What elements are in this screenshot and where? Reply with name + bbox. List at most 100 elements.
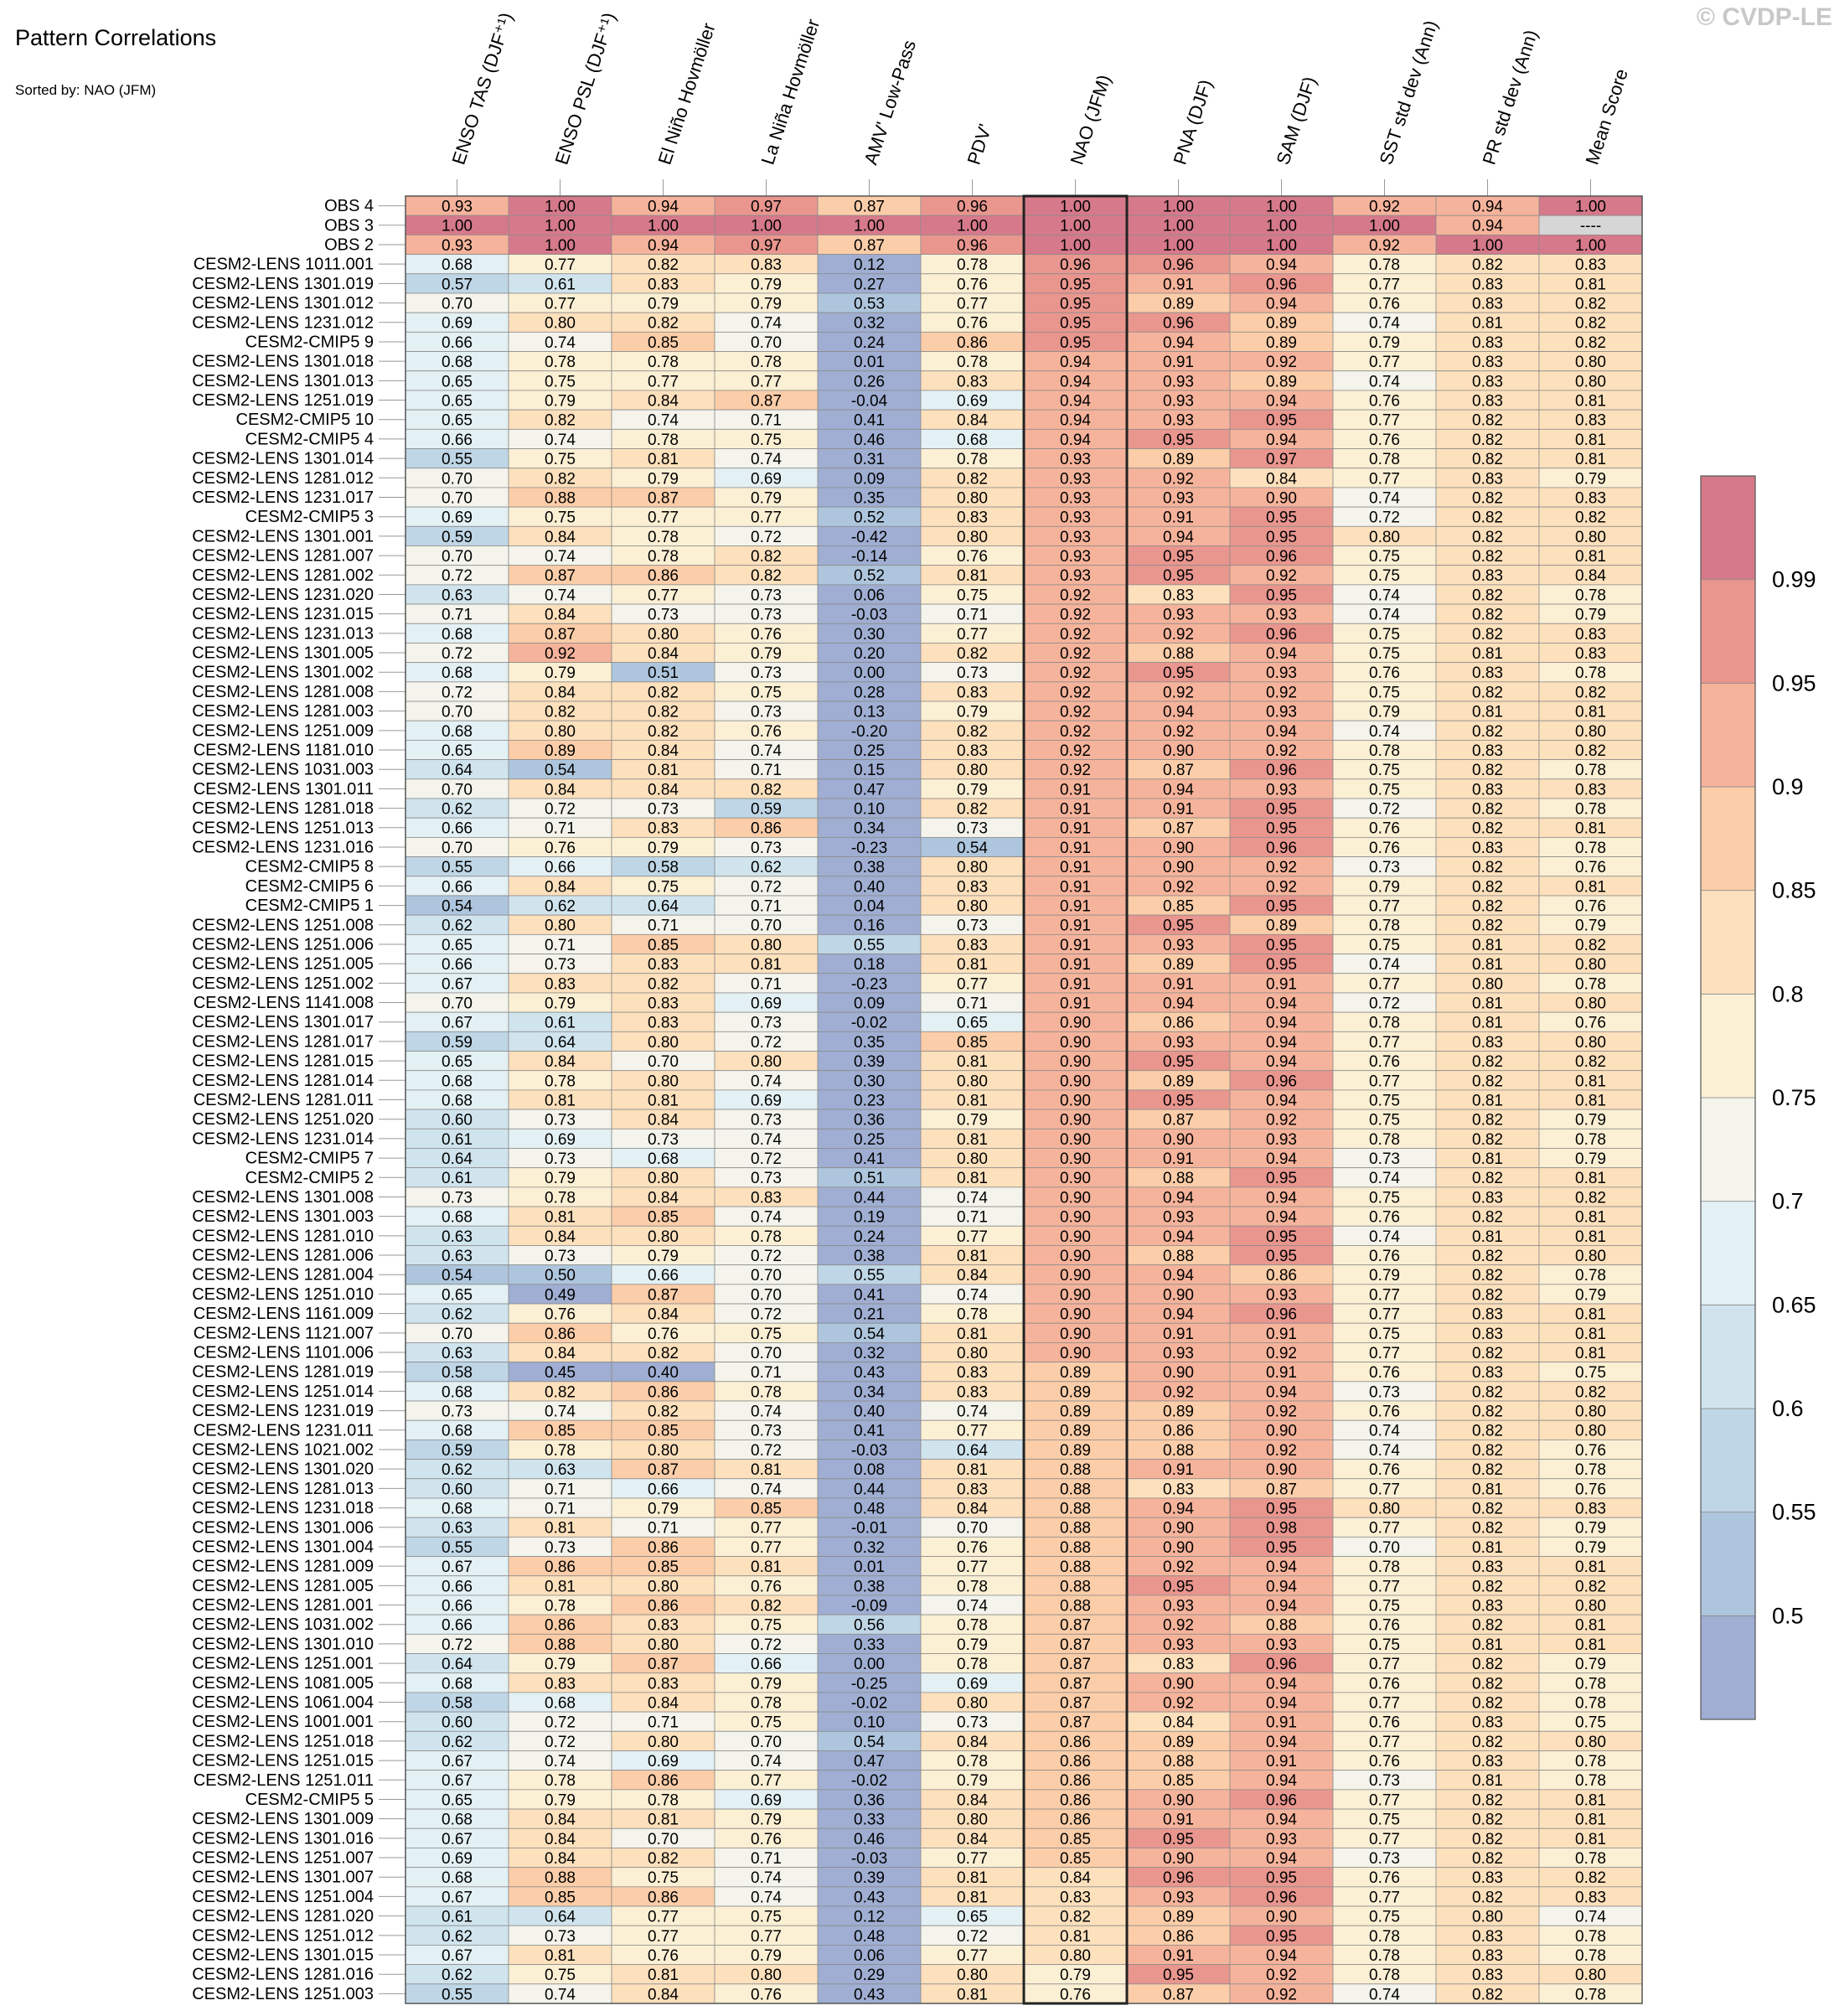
cell-value: 0.78 [751,354,782,371]
cell-value: 0.85 [1163,1772,1194,1790]
cell-value: 0.81 [1472,645,1503,663]
cell-value: 0.74 [751,1131,782,1149]
cell-value: 0.73 [545,1928,576,1946]
cell-value: 0.73 [545,1248,576,1265]
cell-value: 0.68 [442,1383,473,1401]
cell-value: 0.82 [1472,820,1503,838]
cell-value: 0.74 [1369,723,1400,741]
cell-value: 0.65 [442,1286,473,1304]
cell-value: 0.74 [545,432,576,449]
cell-value: 0.81 [1575,276,1606,293]
cell-value: 0.76 [1369,1714,1400,1732]
row-label: CESM2-LENS 1301.019 [192,275,374,293]
cell-value: 0.90 [1060,1034,1091,1052]
cell-value: 0.91 [1163,509,1194,527]
cell-value: 0.60 [442,1714,473,1732]
row-label: CESM2-LENS 1281.004 [192,1266,374,1285]
cell-value: 0.96 [1266,1306,1297,1324]
cell-value: 0.81 [1575,548,1606,566]
colorbar-bin [1700,475,1756,581]
cell-value: 0.69 [751,995,782,1012]
cell-value: 0.71 [751,1850,782,1868]
row-label: CESM2-LENS 1281.006 [192,1247,374,1265]
cell-value: 0.23 [854,1092,885,1109]
cell-value: 0.90 [1163,1286,1194,1304]
cell-value: 0.91 [1060,820,1091,838]
cell-value: 0.64 [545,1034,576,1052]
cell-value: 0.90 [1060,1053,1091,1071]
cell-value: 0.89 [1163,1073,1194,1090]
cell-value: 0.67 [442,1772,473,1790]
cell-value: 0.92 [1060,684,1091,701]
cell-value: 0.79 [545,995,576,1012]
cell-value: 0.82 [545,1383,576,1401]
cell-value: 0.78 [1575,1753,1606,1770]
cell-value: 0.44 [854,1481,885,1498]
row-label: CESM2-LENS 1301.020 [192,1460,374,1479]
cell-value: 0.91 [1060,975,1091,993]
cell-value: 0.82 [1472,1423,1503,1440]
cell-value: 0.77 [1369,975,1400,993]
cell-value: 0.83 [1472,373,1503,390]
cell-value: 0.61 [442,1909,473,1926]
cell-value: 0.83 [1472,1559,1503,1576]
cell-value: 0.93 [1163,1209,1194,1227]
cell-value: 0.66 [442,878,473,896]
cell-value: 0.84 [545,1850,576,1868]
cell-value: 0.80 [1575,1967,1606,1984]
cell-value: 0.77 [1369,1345,1400,1362]
cell-value: 0.81 [957,567,988,585]
cell-value: 0.93 [1060,509,1091,527]
cell-value: 0.83 [751,256,782,274]
cell-value: 0.80 [1575,956,1606,974]
cell-value: 0.70 [442,781,473,799]
cell-value: 0.94 [1163,1189,1194,1207]
cell-value: 0.84 [545,607,576,624]
cell-value: 0.70 [648,1053,679,1071]
cell-value: 0.73 [957,1714,988,1732]
column-header: AMV' Low-Pass [860,38,920,168]
cell-value: 0.84 [648,1189,679,1207]
cell-value: 0.47 [854,1753,885,1770]
cell-value: 0.74 [648,412,679,430]
cell-value: 0.94 [1266,432,1297,449]
cell-value: 0.82 [1472,489,1503,507]
cell-value: 0.90 [1060,1170,1091,1187]
cell-value: 0.75 [751,684,782,701]
cell-value: 0.75 [1575,1364,1606,1382]
cell-value: 0.83 [957,937,988,954]
cell-value: 1.00 [545,199,576,216]
cell-value: 0.72 [442,684,473,701]
cell-value: 0.72 [751,878,782,896]
cell-value: 0.80 [751,1053,782,1071]
cell-value: 0.31 [854,451,885,468]
cell-value: 0.87 [545,567,576,585]
cell-value: 1.00 [1266,237,1297,255]
cell-value: 0.72 [957,1928,988,1946]
cell-value: 0.88 [1060,1578,1091,1595]
cell-value: 0.78 [1575,587,1606,604]
cell-value: 0.67 [442,1015,473,1032]
row-label: CESM2-LENS 1021.002 [192,1440,374,1459]
cell-value: 0.90 [1060,1112,1091,1129]
cell-value: 0.94 [1266,723,1297,741]
cell-value: 0.55 [442,1539,473,1557]
row-label: CESM2-LENS 1301.001 [192,527,374,545]
cell-value: 0.95 [1266,801,1297,819]
column-header: Mean Score [1581,66,1631,168]
cell-value: 0.75 [1369,937,1400,954]
cell-value: 0.82 [1472,1286,1503,1304]
cell-value: 0.83 [1472,1364,1503,1382]
cell-value: 0.74 [1369,1442,1400,1460]
cell-value: 0.94 [1060,354,1091,371]
cell-value: 0.66 [442,432,473,449]
heatmap-cells [405,195,1643,2004]
cell-value: 0.83 [1575,626,1606,644]
cell-value: 0.91 [1060,859,1091,876]
cell-value: 0.77 [1369,1656,1400,1673]
cell-value: 0.85 [648,937,679,954]
row-label: CESM2-LENS 1251.015 [192,1752,374,1770]
cell-value: 0.77 [1369,276,1400,293]
cell-value: 0.76 [957,315,988,333]
cell-value: 0.82 [1472,859,1503,876]
